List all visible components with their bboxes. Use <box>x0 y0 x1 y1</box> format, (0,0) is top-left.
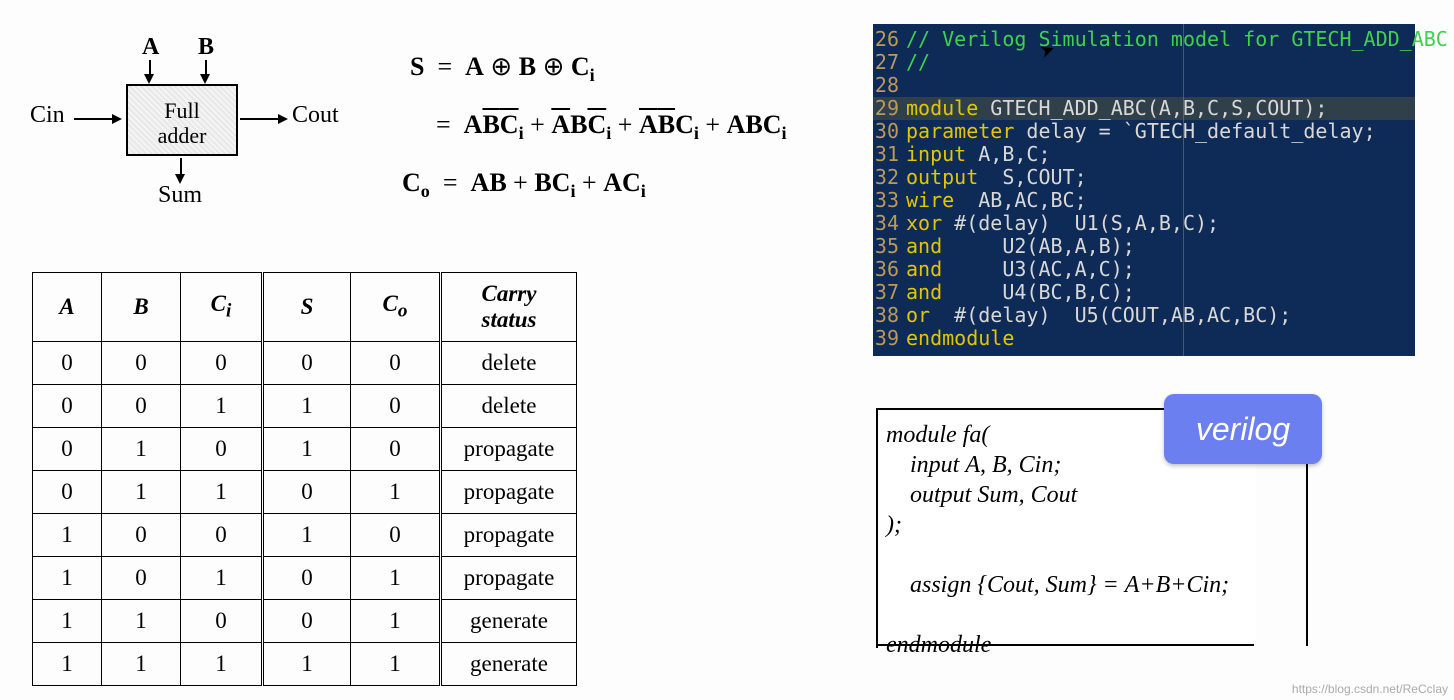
table-cell: 1 <box>102 471 181 514</box>
table-cell: 0 <box>102 514 181 557</box>
table-cell: 1 <box>263 643 351 686</box>
table-cell: 0 <box>102 557 181 600</box>
table-cell: 0 <box>181 600 263 643</box>
table-cell: 1 <box>102 600 181 643</box>
table-cell: 1 <box>263 385 351 428</box>
table-cell: propagate <box>441 471 577 514</box>
table-cell: 0 <box>263 471 351 514</box>
arrow-cout <box>240 118 280 120</box>
eq-sum-1: S = A ⊕ B ⊕ Ci <box>410 52 595 86</box>
box-line1: Full <box>164 98 199 123</box>
table-cell: generate <box>441 643 577 686</box>
table-cell: 1 <box>181 385 263 428</box>
table-cell: 1 <box>263 428 351 471</box>
table-cell: delete <box>441 385 577 428</box>
table-cell: 0 <box>33 471 102 514</box>
label-sum: Sum <box>158 182 202 209</box>
table-cell: propagate <box>441 428 577 471</box>
th-A: A <box>33 273 102 342</box>
th-Co: Co <box>351 273 441 342</box>
table-cell: 1 <box>351 471 441 514</box>
label-cin: Cin <box>30 102 65 129</box>
table-header-row: A B Ci S Co Carrystatus <box>33 273 577 342</box>
arrow-cin <box>74 118 114 120</box>
th-S: S <box>263 273 351 342</box>
table-cell: 1 <box>263 514 351 557</box>
table-cell: 0 <box>351 428 441 471</box>
table-cell: 1 <box>33 643 102 686</box>
th-status: Carrystatus <box>441 273 577 342</box>
table-cell: 1 <box>181 557 263 600</box>
table-cell: 0 <box>263 342 351 385</box>
truth-table: A B Ci S Co Carrystatus 00000delete00110… <box>32 272 577 686</box>
table-cell: 1 <box>351 600 441 643</box>
table-row: 10101propagate <box>33 557 577 600</box>
full-adder-box: Full adder <box>126 84 238 156</box>
label-cout: Cout <box>292 102 339 129</box>
table-cell: 0 <box>181 514 263 557</box>
table-row: 11111generate <box>33 643 577 686</box>
table-cell: 0 <box>33 342 102 385</box>
table-cell: propagate <box>441 557 577 600</box>
eq-sum-2: = ABCi + ABCi + ABCi + ABCi <box>436 110 787 144</box>
eq-cout: Co = AB + BCi + ACi <box>402 168 646 202</box>
box-line2: adder <box>158 123 207 148</box>
table-cell: 0 <box>351 514 441 557</box>
table-cell: 1 <box>351 557 441 600</box>
label-b: B <box>198 34 214 61</box>
table-row: 11001generate <box>33 600 577 643</box>
table-cell: 1 <box>102 643 181 686</box>
editor-gutter: 2627282930313233343536373839 <box>873 28 901 350</box>
table-cell: 1 <box>33 600 102 643</box>
table-cell: 0 <box>181 342 263 385</box>
watermark: https://blog.csdn.net/ReCclay <box>1292 682 1448 696</box>
arrowhead-b <box>200 74 210 84</box>
table-row: 00110delete <box>33 385 577 428</box>
table-row: 01101propagate <box>33 471 577 514</box>
full-adder-diagram: A B Cin Full adder Cout Sum <box>30 30 350 220</box>
table-cell: 1 <box>351 643 441 686</box>
table-cell: 1 <box>102 428 181 471</box>
table-cell: 1 <box>33 557 102 600</box>
table-cell: 1 <box>181 643 263 686</box>
arrowhead-a <box>144 74 154 84</box>
code-editor: 2627282930313233343536373839 // Verilog … <box>873 24 1415 356</box>
arrowhead-cout <box>278 114 288 124</box>
table-row: 01010propagate <box>33 428 577 471</box>
table-cell: 0 <box>263 600 351 643</box>
table-cell: 0 <box>33 385 102 428</box>
table-cell: 0 <box>181 428 263 471</box>
table-cell: 0 <box>33 428 102 471</box>
th-B: B <box>102 273 181 342</box>
table-cell: 0 <box>263 557 351 600</box>
table-row: 00000delete <box>33 342 577 385</box>
table-cell: 0 <box>102 385 181 428</box>
editor-code: // Verilog Simulation model for GTECH_AD… <box>906 28 1448 350</box>
table-cell: 0 <box>102 342 181 385</box>
label-a: A <box>142 34 159 61</box>
table-cell: propagate <box>441 514 577 557</box>
table-cell: 0 <box>351 385 441 428</box>
table-cell: 0 <box>351 342 441 385</box>
table-cell: generate <box>441 600 577 643</box>
verilog-tag: verilog <box>1164 394 1322 464</box>
table-cell: delete <box>441 342 577 385</box>
table-cell: 1 <box>181 471 263 514</box>
table-row: 10010propagate <box>33 514 577 557</box>
table-cell: 1 <box>33 514 102 557</box>
arrowhead-cin <box>112 114 122 124</box>
th-Ci: Ci <box>181 273 263 342</box>
